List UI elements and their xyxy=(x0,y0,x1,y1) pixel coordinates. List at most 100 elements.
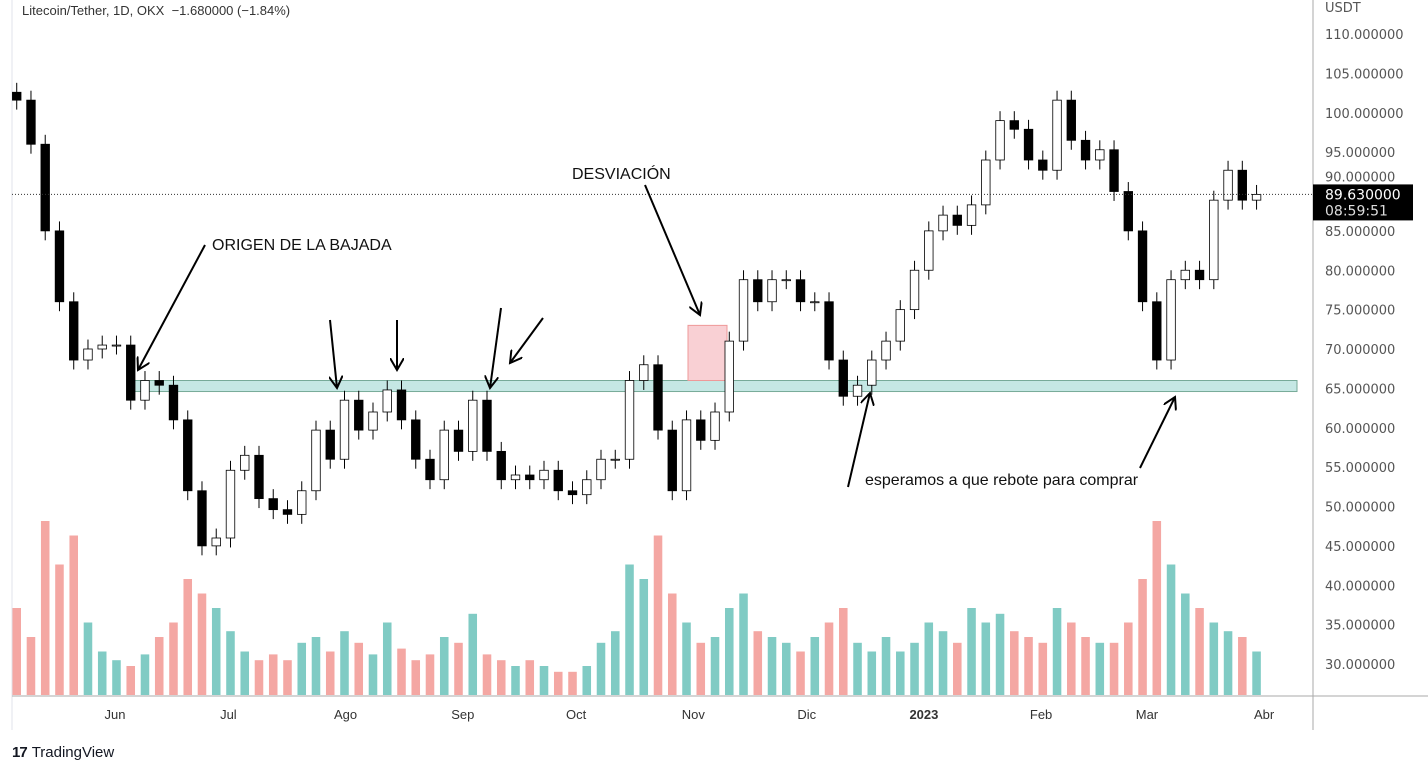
arrow-origin[interactable] xyxy=(138,244,206,370)
volume-bars xyxy=(12,521,1261,695)
price-tick-label: 30.000000 xyxy=(1325,658,1395,673)
volume-bar xyxy=(226,631,235,695)
volume-bar xyxy=(596,642,606,695)
arrow-deviation[interactable] xyxy=(644,184,700,315)
time-tick-label: Mar xyxy=(1136,707,1159,722)
candle-up xyxy=(738,279,749,342)
candle-up xyxy=(981,159,991,206)
candle-up xyxy=(624,380,635,460)
time-tick-label: Abr xyxy=(1254,707,1275,722)
candle-up xyxy=(909,269,920,311)
candle-down xyxy=(553,469,563,492)
tradingview-logo[interactable]: 17 TradingView xyxy=(12,744,114,761)
volume-bar xyxy=(154,637,164,695)
current-price-label: 89.630000 08:59:51 xyxy=(1313,184,1413,221)
volume-bar xyxy=(382,622,392,695)
price-tick-label: 95.000000 xyxy=(1325,146,1395,161)
candle-down xyxy=(753,279,763,303)
candle-down xyxy=(653,364,663,431)
volume-bar xyxy=(710,637,720,695)
time-tick-label: Oct xyxy=(566,707,587,722)
arrow-bounce-2[interactable] xyxy=(1139,397,1175,469)
time-axis[interactable]: Jun Jul Ago Sep Oct Nov Dic 2023 Feb Mar Abr xyxy=(105,707,1275,722)
candle-up xyxy=(881,340,891,361)
price-axis[interactable]: 110.000000 105.000000 100.000000 95.000000 9… xyxy=(1325,28,1404,673)
candle-down xyxy=(482,399,492,452)
volume-bar xyxy=(582,666,592,695)
volume-bar xyxy=(511,666,520,695)
candle-down xyxy=(1137,230,1148,303)
candle-up xyxy=(382,389,392,413)
price-tick-label: 70.000000 xyxy=(1325,343,1395,358)
candle-up xyxy=(724,340,734,413)
candle-up xyxy=(1095,149,1105,161)
candle-up xyxy=(539,469,549,481)
candle-down xyxy=(54,230,65,303)
volume-bar xyxy=(297,642,307,695)
volume-bar xyxy=(283,660,292,695)
volume-bar xyxy=(539,666,549,695)
price-tick-label: 40.000000 xyxy=(1325,579,1395,594)
annotation-deviation[interactable]: DESVIACIÓN xyxy=(572,164,671,183)
candle-up xyxy=(582,479,592,496)
price-tick-label: 65.000000 xyxy=(1325,382,1395,397)
candle-up xyxy=(681,419,692,492)
volume-bar xyxy=(482,654,492,695)
candle-down xyxy=(396,389,407,421)
arrow-bounce-1[interactable] xyxy=(847,393,870,488)
candle-up xyxy=(596,458,606,481)
candle-down xyxy=(411,419,421,460)
volume-bar xyxy=(896,651,905,695)
candle-down xyxy=(12,91,22,101)
candle-down xyxy=(1066,99,1076,141)
candle-up xyxy=(710,411,720,441)
volume-bar xyxy=(1052,608,1062,695)
candle-down xyxy=(197,490,207,547)
annotation-origin[interactable]: ORIGEN DE LA BAJADA xyxy=(212,237,392,254)
volume-bar xyxy=(881,637,891,695)
candle-up xyxy=(339,399,350,460)
support-zone[interactable] xyxy=(131,380,1298,393)
time-tick-label: 2023 xyxy=(909,707,938,722)
annotation-arrows xyxy=(138,184,1175,488)
volume-bar xyxy=(454,642,463,695)
price-tick-label: 80.000000 xyxy=(1325,264,1395,279)
price-tick-label: 105.000000 xyxy=(1325,67,1404,82)
candle-up xyxy=(938,214,948,232)
candle-down xyxy=(1038,159,1048,171)
time-tick-label: Ago xyxy=(334,707,357,722)
annotation-wait[interactable]: esperamos a que rebote para comprar xyxy=(865,472,1139,489)
candle-up xyxy=(83,348,93,361)
volume-bar xyxy=(767,637,777,695)
candle-up xyxy=(966,204,977,226)
arrow-touch-1[interactable] xyxy=(330,319,337,388)
volume-bar xyxy=(69,535,78,695)
volume-bar xyxy=(1223,631,1233,695)
candle-up xyxy=(895,309,905,342)
time-tick-label: Feb xyxy=(1030,707,1052,722)
volume-bar xyxy=(1095,642,1105,695)
candle-down xyxy=(838,359,848,397)
candle-up xyxy=(97,344,107,350)
volume-bar xyxy=(425,654,435,695)
volume-bar xyxy=(496,660,506,695)
chart-legend: Litecoin/Tether, 1D, OKX −1.680000 (−1.8… xyxy=(22,3,290,18)
candle-down xyxy=(1152,301,1162,361)
volume-bar xyxy=(197,593,207,695)
symbol-title[interactable]: Litecoin/Tether, 1D, OKX xyxy=(22,3,165,18)
volume-bar xyxy=(953,642,962,695)
candle-down xyxy=(325,429,335,460)
currency-label: USDT xyxy=(1325,1,1361,16)
candle-down xyxy=(667,429,677,492)
arrow-touch-4[interactable] xyxy=(510,317,544,363)
volume-bar xyxy=(112,660,121,695)
volume-bar xyxy=(354,642,364,695)
candle-up xyxy=(140,380,150,401)
volume-bar xyxy=(12,608,21,695)
deviation-box[interactable] xyxy=(687,324,728,381)
volume-bar xyxy=(1152,521,1162,695)
arrow-touch-3[interactable] xyxy=(490,307,502,388)
price-tick-label: 55.000000 xyxy=(1325,461,1395,476)
volume-bar xyxy=(1181,593,1190,695)
